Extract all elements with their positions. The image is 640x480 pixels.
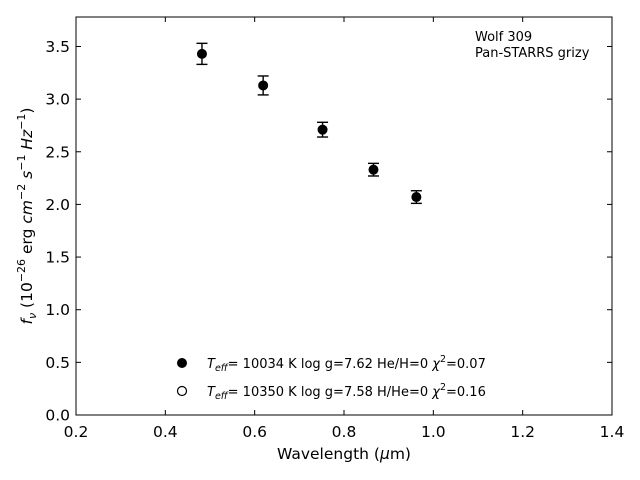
annotation-survey: Pan-STARRS grizy <box>475 46 590 61</box>
plot-area <box>75 16 613 416</box>
y-axis-title: fν (10−26 erg cm−2 s−1 Hz−1) <box>15 108 39 325</box>
y-tick-label: 2.0 <box>45 196 70 214</box>
y-tick-label: 3.5 <box>45 38 70 56</box>
x-tick-label: 1.2 <box>510 423 535 441</box>
data-point <box>368 164 379 175</box>
y-tick-label: 1.5 <box>45 249 70 267</box>
y-tick-label: 2.5 <box>45 143 70 161</box>
y-tick-label: 0.5 <box>45 354 70 372</box>
legend-marker-open <box>176 385 188 397</box>
x-tick-label: 0.6 <box>242 423 267 441</box>
data-point <box>196 48 207 59</box>
annotation-star-name: Wolf 309 <box>475 30 532 45</box>
x-tick-label: 1.4 <box>600 423 625 441</box>
x-tick-label: 0.4 <box>153 423 178 441</box>
y-tick-label: 0.0 <box>45 407 70 425</box>
x-axis-title: Wavelength (μm) <box>277 445 411 463</box>
data-point <box>411 192 422 203</box>
x-tick-label: 0.8 <box>332 423 357 441</box>
legend: Teff= 10034 K log g=7.62 He/H=0 χ2=0.07 … <box>176 354 486 402</box>
x-axis-ticks: 0.2 0.4 0.6 0.8 1.0 1.2 1.4 <box>64 17 625 441</box>
y-axis-ticks: 0.0 0.5 1.0 1.5 2.0 2.5 3.0 3.5 <box>45 38 612 425</box>
data-point <box>317 124 328 135</box>
legend-entry-1: Teff= 10034 K log g=7.62 He/H=0 χ2=0.07 <box>207 354 486 374</box>
data-points <box>196 42 422 205</box>
x-tick-label: 0.2 <box>64 423 89 441</box>
y-tick-label: 1.0 <box>45 301 70 319</box>
x-tick-label: 1.0 <box>421 423 446 441</box>
legend-entry-2: Teff= 10350 K log g=7.58 H/He=0 χ2=0.16 <box>207 382 486 402</box>
data-point <box>258 80 269 91</box>
y-tick-label: 3.0 <box>45 91 70 109</box>
legend-marker-filled <box>177 358 187 368</box>
